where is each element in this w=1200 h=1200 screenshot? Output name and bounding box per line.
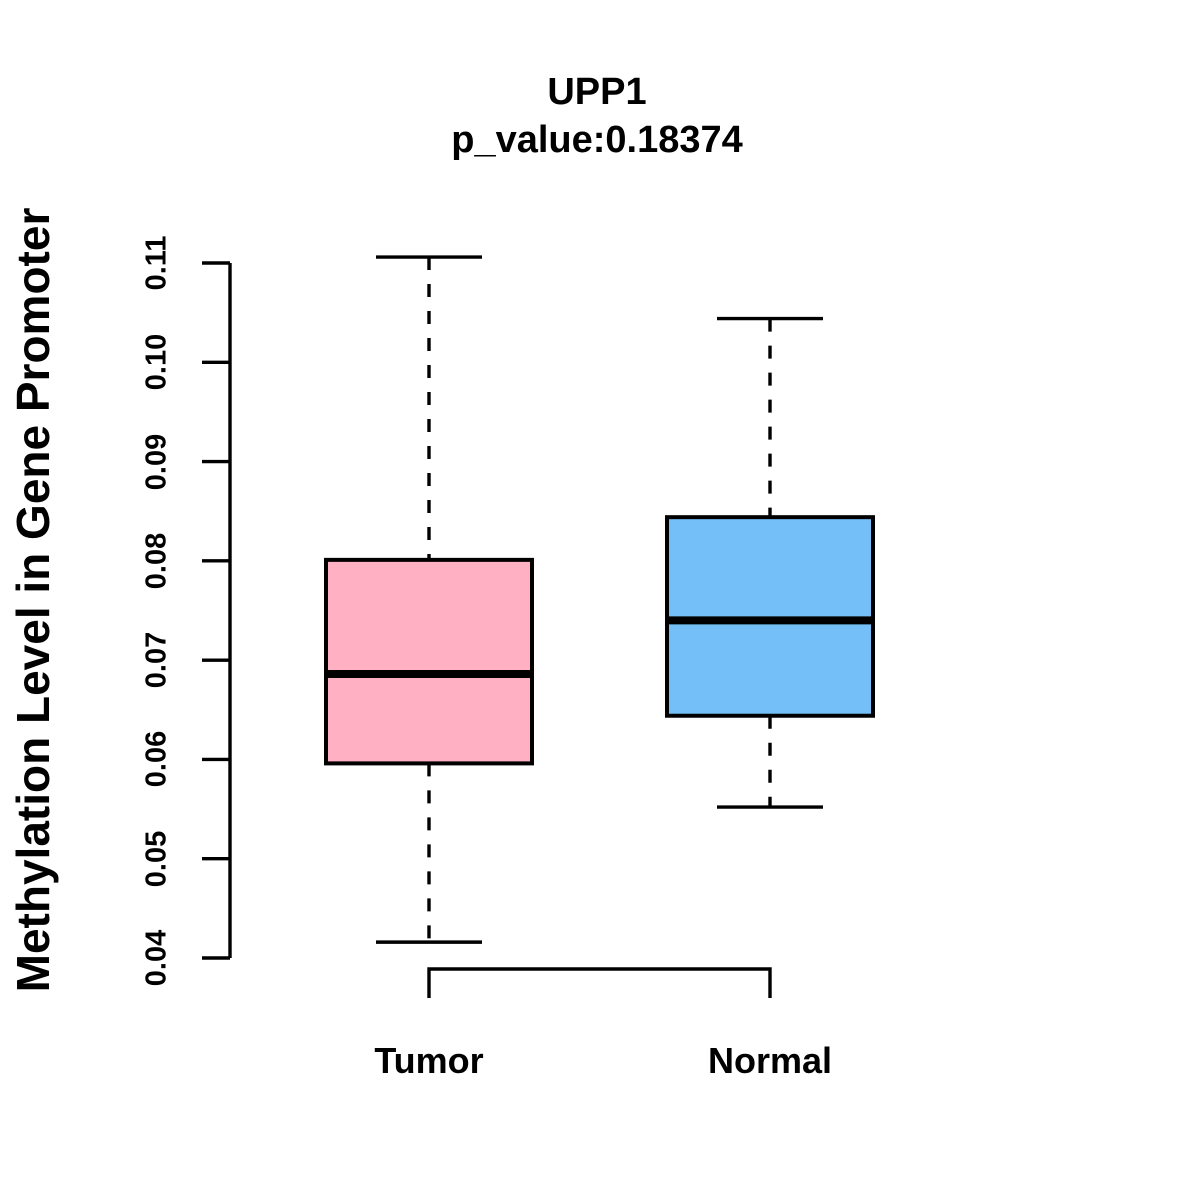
chart-subtitle-pvalue: p_value:0.18374 [451, 119, 743, 161]
x-category-label-tumor: Tumor [374, 1040, 484, 1081]
x-axis-bracket [427, 967, 772, 998]
y-tick-label-0.11: 0.11 [140, 235, 173, 291]
y-tick-label-0.10: 0.10 [140, 334, 173, 391]
y-tick-label-0.07: 0.07 [140, 631, 173, 689]
tumor-box [324, 557, 534, 766]
x-category-label-normal: Normal [707, 1040, 833, 1081]
y-tick-label-0.04: 0.04 [140, 929, 173, 987]
y-tick-label-0.08: 0.08 [140, 532, 173, 590]
y-tick-label-0.05: 0.05 [140, 830, 173, 887]
y-tick-label-0.09: 0.09 [140, 433, 173, 490]
chart-title: UPP1 [547, 71, 647, 113]
y-tick-label-0.06: 0.06 [140, 731, 173, 788]
